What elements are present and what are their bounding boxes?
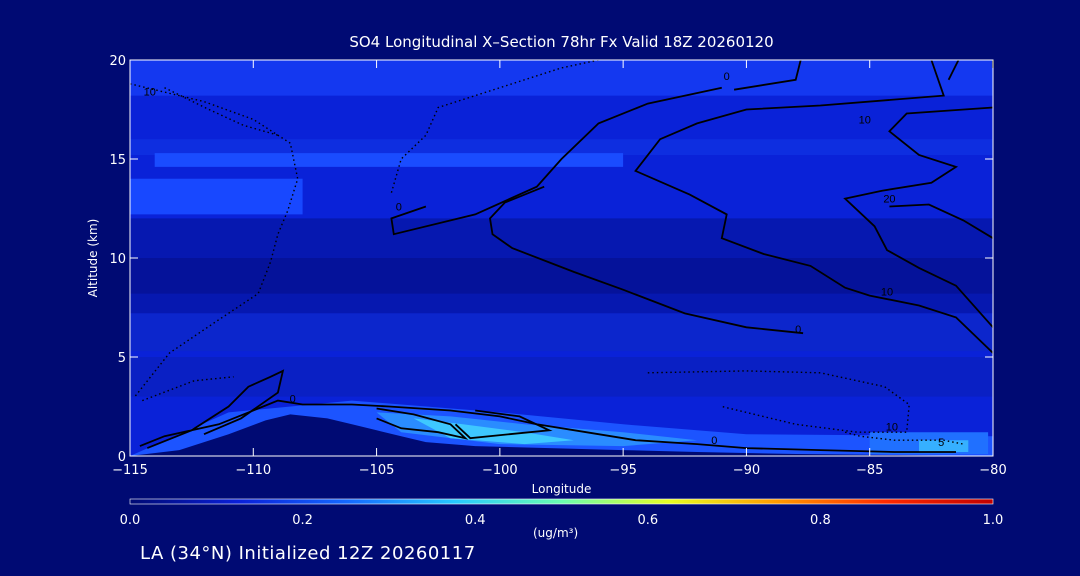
colorbar-tick-label-3: 0.6	[637, 513, 658, 528]
contour-dotted-1	[164, 87, 279, 136]
contour-label-7: 0	[290, 394, 296, 406]
colorbar-tick-label-5: 1.0	[983, 513, 1004, 528]
x-tick-label-7: −80	[979, 463, 1006, 478]
colorbar-tick-label-0: 0.0	[120, 513, 141, 528]
x-tick-label-0: −115	[112, 463, 148, 478]
contour-label-4: 20	[883, 194, 895, 206]
contour-dotted-5	[142, 376, 234, 402]
y-tick-label-4: 20	[109, 54, 126, 69]
contour-label-2: 10	[859, 114, 871, 126]
x-axis-label: Longitude	[531, 482, 592, 496]
x-tick-label-1: −110	[235, 463, 271, 478]
colorbar-tick-label-1: 0.2	[292, 513, 313, 528]
contour-label-3: 0	[396, 201, 402, 213]
y-tick-label-2: 10	[109, 252, 126, 267]
field-band-10	[413, 418, 574, 445]
contour-solid-10	[376, 407, 469, 440]
field-band-5	[130, 258, 993, 294]
contour-label-6: 0	[795, 324, 801, 336]
y-tick-label-1: 5	[118, 351, 126, 366]
contour-solid-11	[454, 409, 553, 440]
contour-solid-5	[889, 203, 994, 239]
contour-label-9: 10	[886, 421, 898, 433]
colorbar-units: (ug/m³)	[533, 526, 579, 540]
contour-lines	[129, 59, 994, 453]
contour-solid-1	[390, 86, 722, 236]
contour-label-8: 0	[711, 435, 717, 447]
contour-solid-0	[733, 59, 802, 91]
contour-solid-2	[843, 106, 994, 328]
y-tick-label-0: 0	[118, 450, 126, 465]
y-tick-label-3: 15	[109, 153, 126, 168]
x-tick-label-4: −95	[609, 463, 636, 478]
terrain	[130, 414, 993, 456]
contour-dotted-3	[647, 370, 910, 433]
field-band-7	[130, 357, 993, 397]
colorbar-tick-label-4: 0.8	[810, 513, 831, 528]
chart-title: SO4 Longitudinal X–Section 78hr Fx Valid…	[349, 33, 774, 51]
contour-solid-9	[146, 369, 285, 449]
contour-dotted-4	[844, 431, 964, 445]
field-band-6	[130, 313, 993, 352]
contour-solid-7	[489, 185, 804, 335]
contour-label-1: 0	[724, 71, 730, 83]
colorbar-gradient	[129, 498, 994, 505]
contour-label-10: 5	[938, 437, 944, 449]
y-axis-label: Altitude (km)	[86, 218, 100, 298]
concentration-field	[130, 60, 993, 456]
field-band-0	[130, 60, 993, 96]
contour-label-5: 10	[881, 287, 893, 299]
x-tick-label-3: −100	[482, 463, 518, 478]
field-band-3	[130, 178, 303, 215]
contour-dotted-2	[390, 59, 599, 193]
contour-solid-6	[947, 59, 960, 81]
field-band-12	[919, 440, 969, 452]
contour-labels: 10 0 10 0 20 10 0 0 0 10 5	[144, 71, 945, 449]
x-tick-label-5: −90	[733, 463, 760, 478]
footer-caption: LA (34°N) Initialized 12Z 20260117	[140, 543, 476, 564]
field-band-2	[154, 153, 624, 167]
colorbar-tick-label-2: 0.4	[465, 513, 486, 528]
field-band-1	[130, 139, 993, 155]
contour-solid-3	[634, 59, 994, 354]
x-tick-label-2: −105	[359, 463, 395, 478]
contour-label-0: 10	[144, 87, 156, 99]
colorbar: 0.0 0.2 0.4 0.6 0.8 1.0	[120, 498, 1004, 528]
x-tick-label-6: −85	[856, 463, 883, 478]
plot-axes: −115 −110 −105 −100 −95 −90 −85 −80 0 5 10 15 20	[109, 54, 1006, 478]
